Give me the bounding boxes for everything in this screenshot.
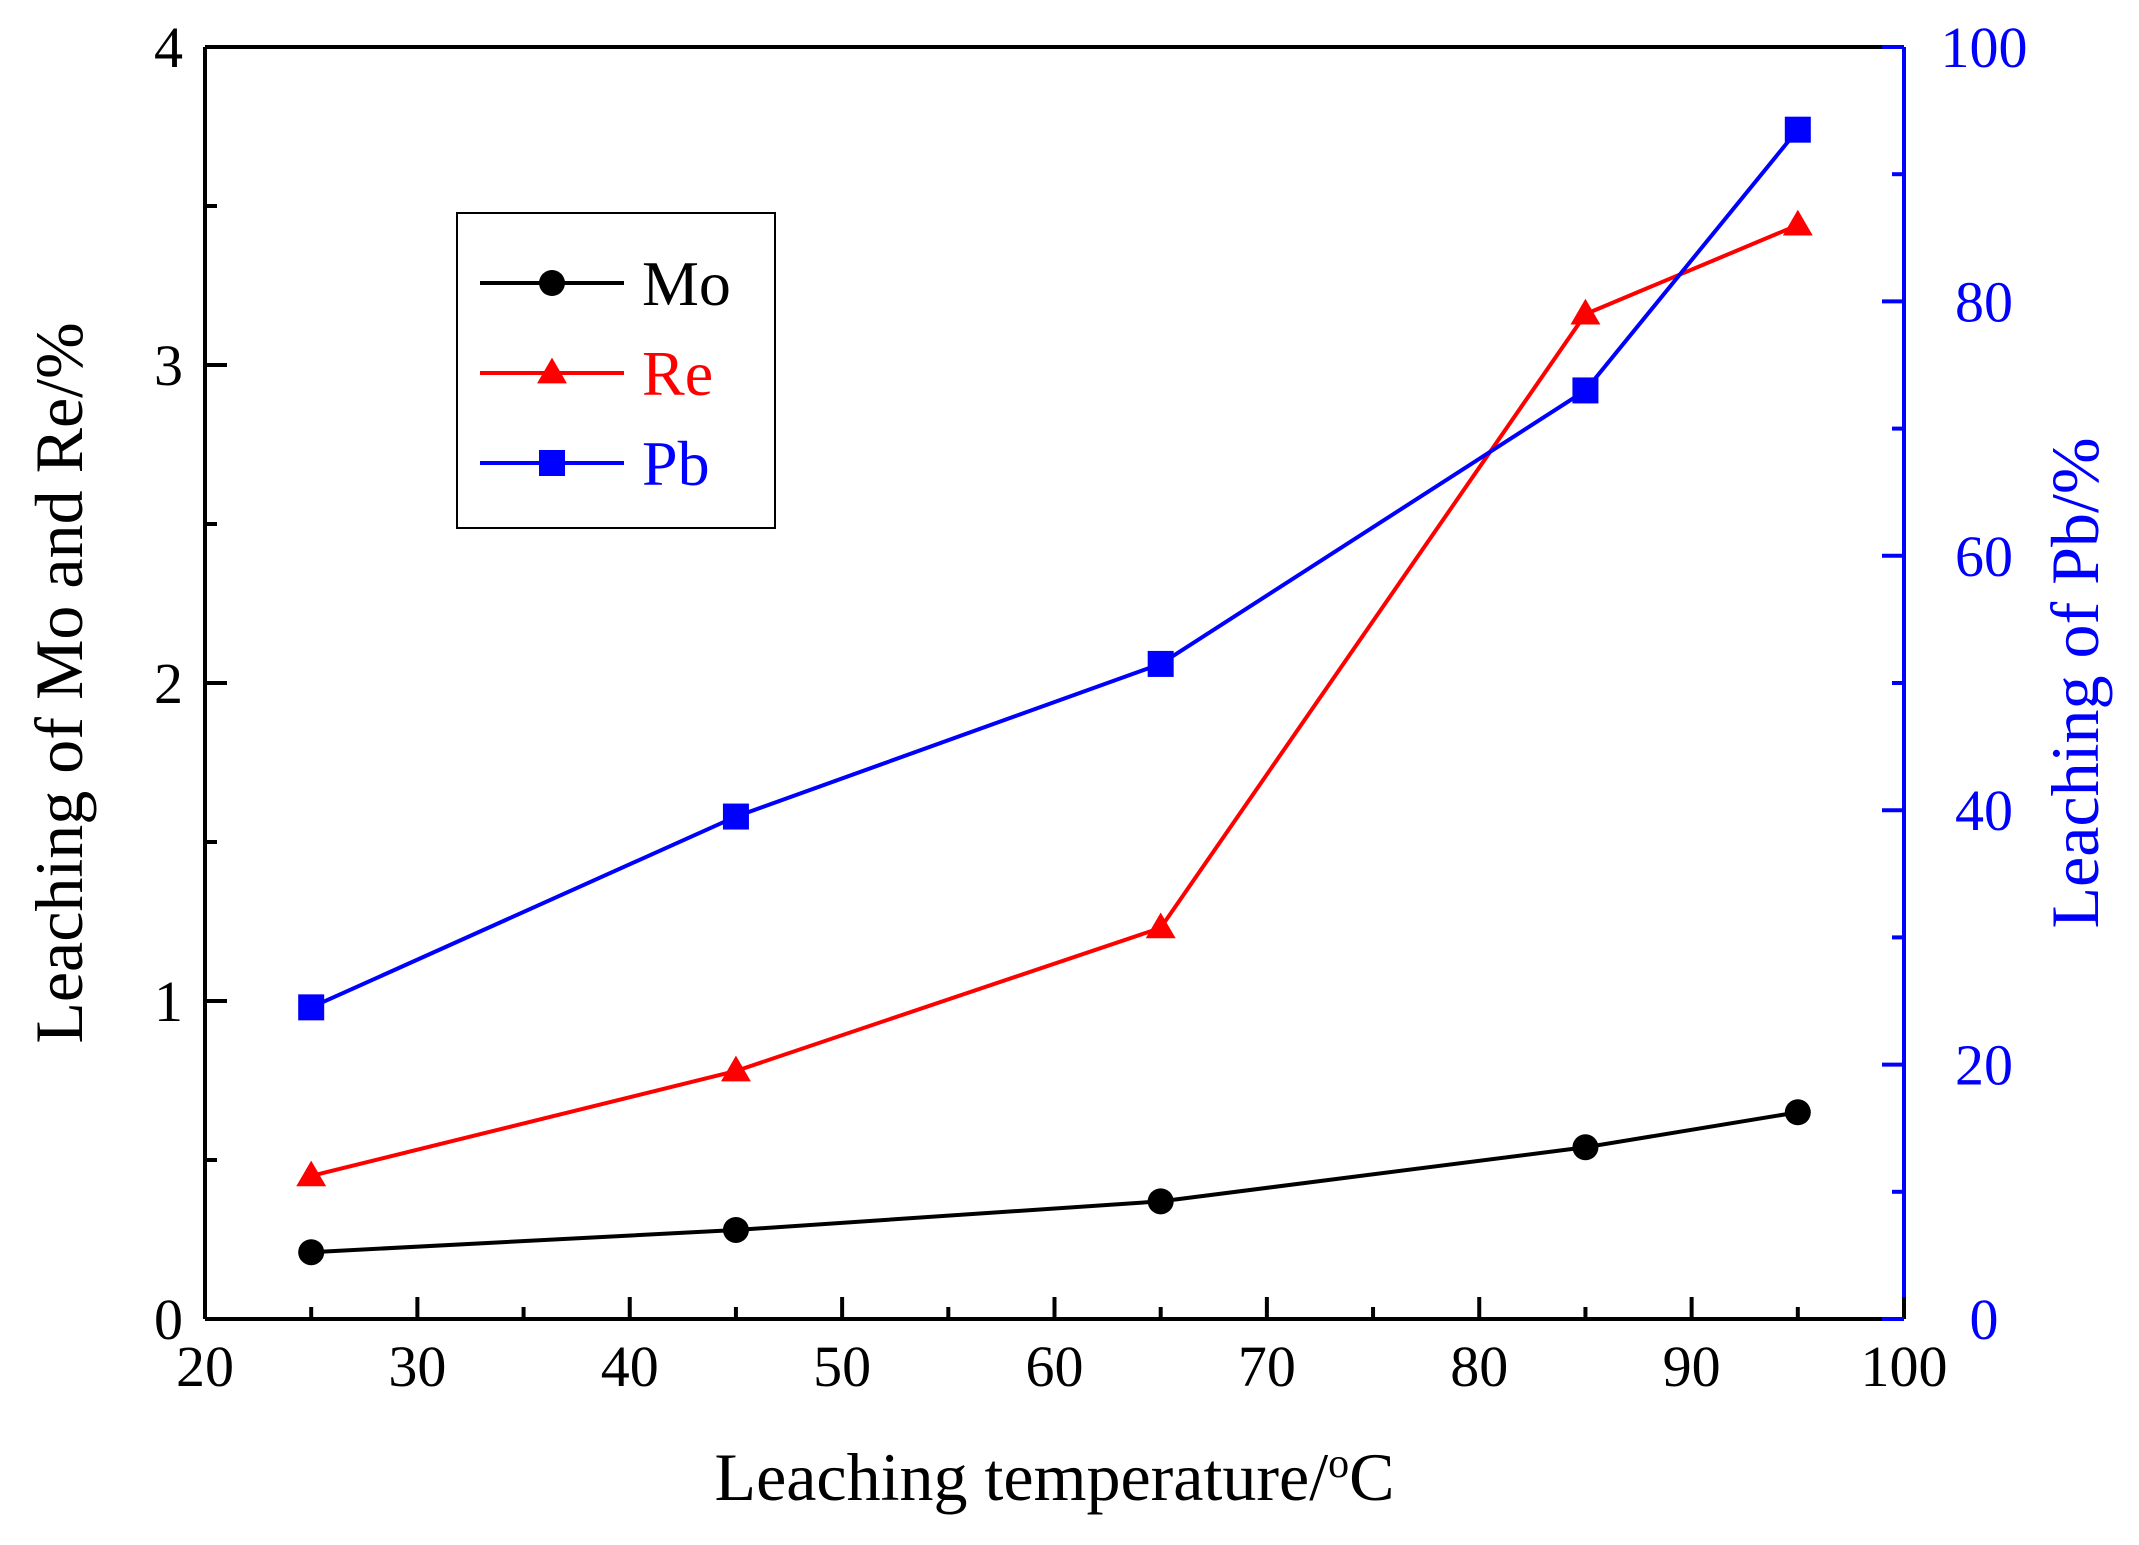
- x-tick-label: 60: [1026, 1334, 1084, 1399]
- x-tick-label: 50: [813, 1334, 871, 1399]
- y-right-tick-label: 40: [1955, 778, 2013, 843]
- legend-label-pb: Pb: [642, 428, 710, 499]
- data-point-mo: [1147, 1188, 1174, 1215]
- data-point-mo: [1572, 1134, 1599, 1161]
- series-group: [296, 116, 1813, 1266]
- data-point-re: [1570, 298, 1601, 325]
- x-tick-label: 90: [1663, 1334, 1721, 1399]
- data-point-re: [296, 1160, 327, 1187]
- legend-marker-mo: [539, 270, 565, 296]
- data-point-mo: [1784, 1099, 1811, 1126]
- data-point-re: [720, 1055, 751, 1082]
- x-tick-label: 20: [176, 1334, 234, 1399]
- data-point-re: [1145, 912, 1176, 939]
- y-left-tick-label: 4: [154, 15, 183, 80]
- y-left-tick-label: 2: [154, 651, 183, 716]
- data-point-pb: [722, 803, 749, 830]
- x-tick-label: 70: [1238, 1334, 1296, 1399]
- y-left-axis-title: Leaching of Mo and Re/%: [21, 322, 97, 1043]
- legend: Mo Re Pb: [456, 212, 776, 529]
- data-point-pb: [298, 994, 325, 1021]
- data-point-pb: [1147, 650, 1174, 677]
- x-axis-title: Leaching temperature/oC: [715, 1439, 1395, 1515]
- x-tick-label: 100: [1861, 1334, 1948, 1399]
- data-point-re: [1782, 209, 1813, 236]
- y-right-tick-label: 60: [1955, 524, 2013, 589]
- y-right-tick-label: 100: [1941, 15, 2028, 80]
- y-left-tick-label: 1: [154, 969, 183, 1034]
- data-point-mo: [298, 1239, 325, 1266]
- y-right-tick-label: 80: [1955, 269, 2013, 334]
- data-point-mo: [722, 1216, 749, 1243]
- y-left-tick-label: 0: [154, 1287, 183, 1352]
- y-right-tick-label: 0: [1970, 1287, 1999, 1352]
- x-tick-label: 40: [601, 1334, 659, 1399]
- data-point-pb: [1572, 377, 1599, 404]
- x-tick-label: 30: [388, 1334, 446, 1399]
- x-tick-label: 80: [1450, 1334, 1508, 1399]
- legend-marker-re: [537, 357, 567, 384]
- y-right-axis-title: Leaching of Pb/%: [2037, 438, 2113, 929]
- y-right-tick-label: 20: [1955, 1033, 2013, 1098]
- legend-marker-pb: [539, 450, 565, 476]
- legend-box: [456, 212, 776, 529]
- data-point-pb: [1784, 116, 1811, 143]
- legend-label-mo: Mo: [642, 248, 731, 319]
- series-line-mo: [311, 1110, 1799, 1255]
- legend-label-re: Re: [642, 338, 713, 409]
- y-left-tick-label: 3: [154, 333, 183, 398]
